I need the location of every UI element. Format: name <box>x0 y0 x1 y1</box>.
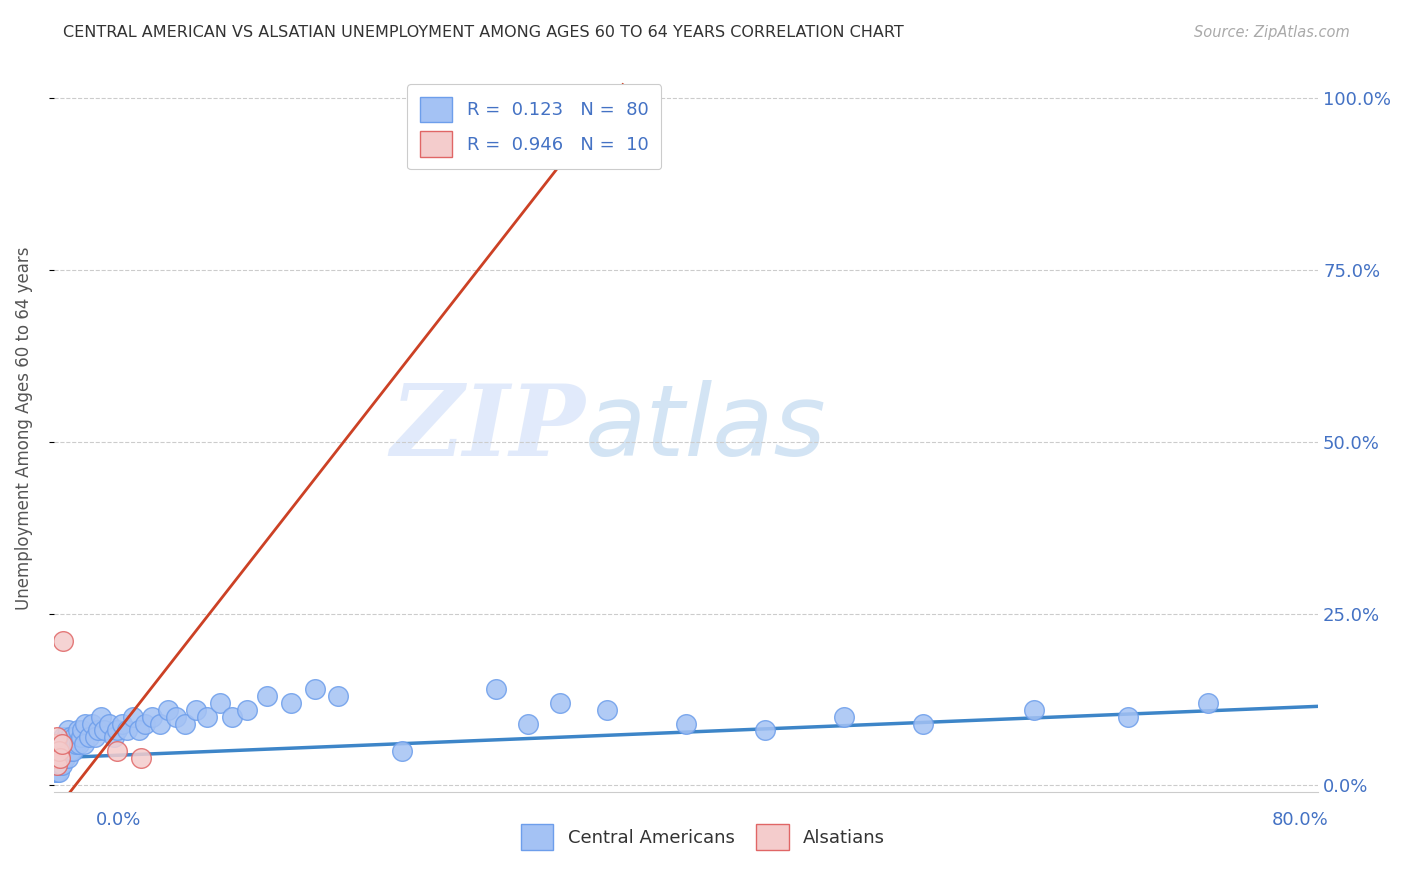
Text: ZIP: ZIP <box>389 380 585 476</box>
Text: 0.0%: 0.0% <box>96 811 141 829</box>
Point <box>115 723 138 738</box>
Point <box>44 751 66 765</box>
Point <box>44 744 66 758</box>
Point <box>516 716 538 731</box>
Point <box>65 737 87 751</box>
Point <box>87 723 110 738</box>
Point <box>46 744 69 758</box>
Point <box>67 737 90 751</box>
Point <box>59 731 82 745</box>
Point <box>235 703 257 717</box>
Point <box>156 703 179 717</box>
Y-axis label: Unemployment Among Ages 60 to 64 years: Unemployment Among Ages 60 to 64 years <box>15 246 32 610</box>
Point <box>149 716 172 731</box>
Point <box>75 716 97 731</box>
Point <box>208 696 231 710</box>
Point <box>46 757 69 772</box>
Point <box>48 744 70 758</box>
Point <box>62 744 84 758</box>
Point <box>44 764 66 779</box>
Point <box>46 764 69 779</box>
Point <box>55 731 77 745</box>
Point <box>304 682 326 697</box>
Point <box>46 757 69 772</box>
Point <box>1197 696 1219 710</box>
Point <box>1022 703 1045 717</box>
Point <box>55 744 77 758</box>
Point <box>53 751 76 765</box>
Point <box>174 716 197 731</box>
Point <box>184 703 207 717</box>
Point <box>80 716 103 731</box>
Point <box>280 696 302 710</box>
Point <box>754 723 776 738</box>
Point <box>105 723 128 738</box>
Point <box>51 744 73 758</box>
Point <box>391 744 413 758</box>
Point <box>44 757 66 772</box>
Point <box>195 709 218 723</box>
Point <box>66 723 89 738</box>
Point <box>675 716 697 731</box>
Point <box>49 757 72 772</box>
Point <box>49 751 72 765</box>
Point <box>596 703 619 717</box>
Text: CENTRAL AMERICAN VS ALSATIAN UNEMPLOYMENT AMONG AGES 60 TO 64 YEARS CORRELATION : CENTRAL AMERICAN VS ALSATIAN UNEMPLOYMEN… <box>63 25 904 40</box>
Point <box>129 751 152 765</box>
Point <box>73 737 96 751</box>
Point <box>111 716 134 731</box>
Point <box>93 723 115 738</box>
Point <box>60 737 83 751</box>
Point <box>1118 709 1140 723</box>
Point <box>46 751 69 765</box>
Point <box>53 737 76 751</box>
Point <box>51 737 73 751</box>
Point <box>912 716 935 731</box>
Point <box>44 751 66 765</box>
Point <box>48 737 70 751</box>
Point <box>59 744 82 758</box>
Point <box>256 689 278 703</box>
Text: atlas: atlas <box>585 380 827 476</box>
Point <box>485 682 508 697</box>
Point <box>221 709 243 723</box>
Point <box>56 723 79 738</box>
Point <box>48 757 70 772</box>
Legend: R =  0.123   N =  80, R =  0.946   N =  10: R = 0.123 N = 80, R = 0.946 N = 10 <box>408 84 661 169</box>
Point <box>90 709 112 723</box>
Point <box>69 731 91 745</box>
Point <box>49 751 72 765</box>
Point <box>63 731 86 745</box>
Point <box>49 744 72 758</box>
Point <box>134 716 156 731</box>
Point <box>105 744 128 758</box>
Point <box>328 689 350 703</box>
Point <box>51 757 73 772</box>
Point <box>52 731 75 745</box>
Point <box>48 764 70 779</box>
Point <box>121 709 143 723</box>
Point <box>103 731 125 745</box>
Point <box>56 751 79 765</box>
Point <box>165 709 187 723</box>
Point <box>44 737 66 751</box>
Text: Source: ZipAtlas.com: Source: ZipAtlas.com <box>1194 25 1350 40</box>
Legend: Central Americans, Alsatians: Central Americans, Alsatians <box>510 814 896 861</box>
Point <box>98 716 121 731</box>
Point <box>548 696 571 710</box>
Point <box>48 751 70 765</box>
Point <box>128 723 150 738</box>
Point <box>51 737 73 751</box>
Point <box>46 731 69 745</box>
Point <box>77 731 100 745</box>
Point <box>72 723 94 738</box>
Text: 80.0%: 80.0% <box>1272 811 1329 829</box>
Point <box>84 731 107 745</box>
Point <box>52 634 75 648</box>
Point <box>832 709 855 723</box>
Point <box>52 744 75 758</box>
Point <box>46 757 69 772</box>
Point <box>52 751 75 765</box>
Point <box>141 709 163 723</box>
